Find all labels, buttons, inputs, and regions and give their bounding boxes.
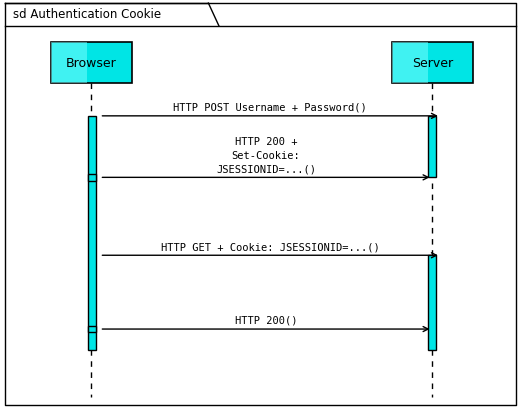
Bar: [88, 117, 96, 350]
Bar: [392, 43, 428, 84]
Text: Set-Cookie:: Set-Cookie:: [232, 151, 300, 160]
Bar: [88, 175, 96, 181]
Text: HTTP POST Username + Password(): HTTP POST Username + Password(): [173, 103, 367, 112]
Bar: [51, 43, 131, 84]
Text: Browser: Browser: [66, 57, 117, 70]
Text: HTTP 200 +: HTTP 200 +: [235, 137, 297, 147]
Text: JSESSIONID=...(): JSESSIONID=...(): [216, 164, 316, 174]
Text: sd Authentication Cookie: sd Authentication Cookie: [13, 8, 161, 21]
Bar: [392, 43, 473, 84]
Bar: [428, 117, 436, 178]
Text: HTTP GET + Cookie: JSESSIONID=...(): HTTP GET + Cookie: JSESSIONID=...(): [161, 242, 379, 252]
Bar: [51, 43, 87, 84]
Text: HTTP 200(): HTTP 200(): [235, 315, 297, 325]
Text: Server: Server: [412, 57, 453, 70]
Bar: [88, 326, 96, 333]
Bar: [428, 256, 436, 350]
